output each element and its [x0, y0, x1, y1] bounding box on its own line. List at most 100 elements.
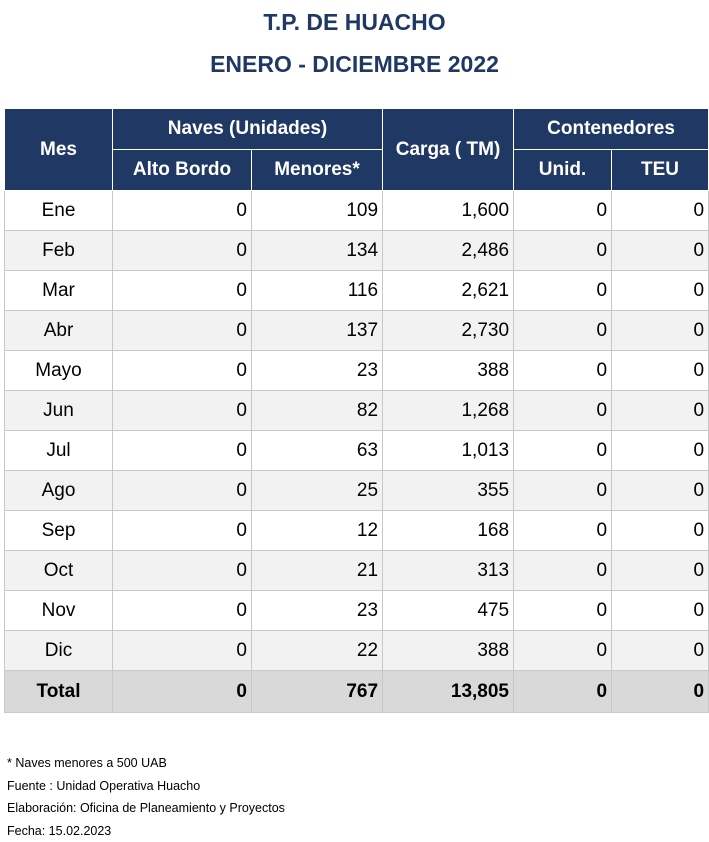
carga-cell: 168	[382, 510, 515, 551]
carga-cell: 475	[382, 590, 515, 631]
unid-cell: 0	[513, 510, 613, 551]
alto-bordo-cell: 0	[112, 390, 252, 431]
month-cell: Feb	[4, 230, 113, 271]
month-cell: Jun	[4, 390, 113, 431]
total-row: Total 0 767 13,805 0 0	[4, 670, 709, 713]
table-header: Mes Naves (Unidades) Carga ( TM) Contene…	[4, 108, 709, 191]
unid-cell: 0	[513, 590, 613, 631]
total-menores: 767	[250, 670, 384, 713]
total-carga: 13,805	[382, 670, 515, 713]
menores-cell: 134	[250, 230, 384, 271]
carga-cell: 388	[382, 350, 515, 391]
table-row: Ene 0 109 1,600 0 0	[4, 190, 709, 231]
carga-cell: 2,730	[382, 310, 515, 351]
carga-cell: 1,013	[382, 430, 515, 471]
menores-cell: 137	[250, 310, 384, 351]
alto-bordo-cell: 0	[112, 310, 252, 351]
traffic-table: Mes Naves (Unidades) Carga ( TM) Contene…	[4, 108, 709, 713]
header-teu: TEU	[611, 149, 709, 191]
total-teu: 0	[611, 670, 709, 713]
menores-cell: 109	[250, 190, 384, 231]
month-cell: Mayo	[4, 350, 113, 391]
unid-cell: 0	[513, 230, 613, 271]
notes: * Naves menores a 500 UAB Fuente : Unida…	[7, 752, 285, 842]
page-title: T.P. DE HUACHO	[263, 9, 446, 35]
month-cell: Abr	[4, 310, 113, 351]
total-unid: 0	[513, 670, 613, 713]
teu-cell: 0	[611, 510, 709, 551]
alto-bordo-cell: 0	[112, 630, 252, 671]
carga-cell: 1,268	[382, 390, 515, 431]
header-naves: Naves (Unidades)	[111, 108, 384, 150]
alto-bordo-cell: 0	[112, 590, 252, 631]
header-mes: Mes	[4, 108, 113, 191]
teu-cell: 0	[611, 430, 709, 471]
table-row: Ago 0 25 355 0 0	[4, 470, 709, 511]
header-menores: Menores*	[250, 149, 384, 191]
teu-cell: 0	[611, 310, 709, 351]
teu-cell: 0	[611, 350, 709, 391]
month-cell: Jul	[4, 430, 113, 471]
menores-cell: 63	[250, 430, 384, 471]
header-contenedores: Contenedores	[513, 108, 709, 150]
unid-cell: 0	[513, 630, 613, 671]
date-note: Fecha: 15.02.2023	[7, 823, 112, 838]
unid-cell: 0	[513, 470, 613, 511]
month-cell: Dic	[4, 630, 113, 671]
month-cell: Ene	[4, 190, 113, 231]
total-label: Total	[4, 670, 113, 713]
alto-bordo-cell: 0	[112, 350, 252, 391]
source-note: Fuente : Unidad Operativa Huacho	[7, 778, 201, 793]
menores-cell: 82	[250, 390, 384, 431]
teu-cell: 0	[611, 230, 709, 271]
carga-cell: 388	[382, 630, 515, 671]
carga-cell: 313	[382, 550, 515, 591]
teu-cell: 0	[611, 470, 709, 511]
month-cell: Oct	[4, 550, 113, 591]
carga-cell: 1,600	[382, 190, 515, 231]
unid-cell: 0	[513, 190, 613, 231]
teu-cell: 0	[611, 270, 709, 311]
month-cell: Sep	[4, 510, 113, 551]
teu-cell: 0	[611, 630, 709, 671]
menores-cell: 23	[250, 590, 384, 631]
unid-cell: 0	[513, 550, 613, 591]
menores-cell: 12	[250, 510, 384, 551]
header-unid: Unid.	[513, 149, 613, 191]
menores-cell: 116	[250, 270, 384, 311]
alto-bordo-cell: 0	[112, 510, 252, 551]
table-row: Jun 0 82 1,268 0 0	[4, 390, 709, 431]
table-row: Dic 0 22 388 0 0	[4, 630, 709, 671]
carga-cell: 2,486	[382, 230, 515, 271]
prepared-by-note: Elaboración: Oficina de Planeamiento y P…	[7, 801, 285, 815]
table-row: Mayo 0 23 388 0 0	[4, 350, 709, 391]
table-row: Abr 0 137 2,730 0 0	[4, 310, 709, 351]
table-row: Mar 0 116 2,621 0 0	[4, 270, 709, 311]
header-alto-bordo: Alto Bordo	[112, 149, 252, 191]
table-row: Feb 0 134 2,486 0 0	[4, 230, 709, 271]
table-row: Nov 0 23 475 0 0	[4, 590, 709, 631]
menores-cell: 21	[250, 550, 384, 591]
alto-bordo-cell: 0	[112, 550, 252, 591]
teu-cell: 0	[611, 190, 709, 231]
alto-bordo-cell: 0	[112, 230, 252, 271]
month-cell: Ago	[4, 470, 113, 511]
table-row: Sep 0 12 168 0 0	[4, 510, 709, 551]
carga-cell: 355	[382, 470, 515, 511]
unid-cell: 0	[513, 310, 613, 351]
footnote: * Naves menores a 500 UAB	[7, 756, 167, 770]
teu-cell: 0	[611, 390, 709, 431]
alto-bordo-cell: 0	[112, 470, 252, 511]
month-cell: Mar	[4, 270, 113, 311]
unid-cell: 0	[513, 350, 613, 391]
carga-cell: 2,621	[382, 270, 515, 311]
table-footer: Total 0 767 13,805 0 0	[4, 670, 709, 713]
unid-cell: 0	[513, 390, 613, 431]
alto-bordo-cell: 0	[112, 270, 252, 311]
header-carga: Carga ( TM)	[382, 108, 515, 191]
teu-cell: 0	[611, 590, 709, 631]
table-body: Ene 0 109 1,600 0 0 Feb 0 134 2,486 0 0 Mar 0 116 2,621…	[4, 190, 709, 671]
alto-bordo-cell: 0	[112, 430, 252, 471]
menores-cell: 25	[250, 470, 384, 511]
teu-cell: 0	[611, 550, 709, 591]
